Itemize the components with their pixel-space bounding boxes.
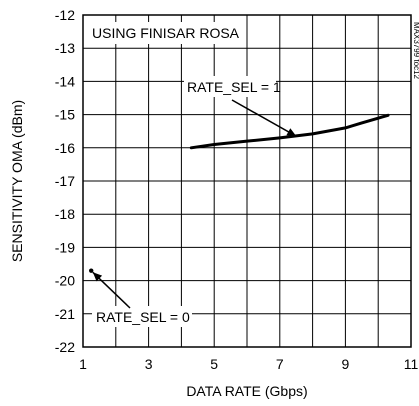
y-tick-label: -18 [55,206,75,222]
annotation-rate-sel-1-arrow [231,99,297,137]
series-lines [89,113,390,273]
x-tick-label: 3 [145,356,153,372]
y-tick-label: -19 [55,239,75,255]
figure-id: MAX3799 toc12 [412,22,419,79]
annotation-rate-sel-0-background [92,306,192,327]
y-tick-label: -17 [55,173,75,189]
annotation-rate-sel-0-arrowhead [92,272,103,282]
y-tick-label: -20 [55,273,75,289]
inset-label: USING FINISAR ROSA [92,25,240,41]
inset-label-background [85,22,243,44]
series-rate-sel-0-point [89,268,94,273]
annotation-rate-sel-1: RATE_SEL = 1 [187,79,281,95]
grid [83,15,411,347]
y-tick-label: -22 [55,339,75,355]
x-tick-label: 9 [342,356,350,372]
plot-frame [82,14,412,348]
annotation-rate-sel-1-arrowhead [286,128,297,137]
annotation-rate-sel-0: RATE_SEL = 0 [96,309,190,325]
x-tick-label: 7 [276,356,284,372]
y-tick-label: -15 [55,107,75,123]
x-axis-label: DATA RATE (Gbps) [186,383,307,399]
y-tick-label: -13 [55,40,75,56]
x-tick-label: 11 [404,356,419,372]
x-tick-label: 5 [210,356,218,372]
y-tick-label: -14 [55,73,75,89]
y-tick-label: -12 [55,7,75,23]
tick-labels: 1 3 5 7 9 11 -12 -13 -14 -15 -16 -17 -18 -19 -20 -21 -22 [55,7,419,372]
y-axis-label: SENSITIVITY OMA (dBm) [9,100,25,262]
y-tick-label: -21 [55,306,75,322]
x-tick-label: 1 [79,356,87,372]
plot-border [82,14,412,348]
annotation-rate-sel-1-background [184,76,276,97]
y-tick-label: -16 [55,140,75,156]
